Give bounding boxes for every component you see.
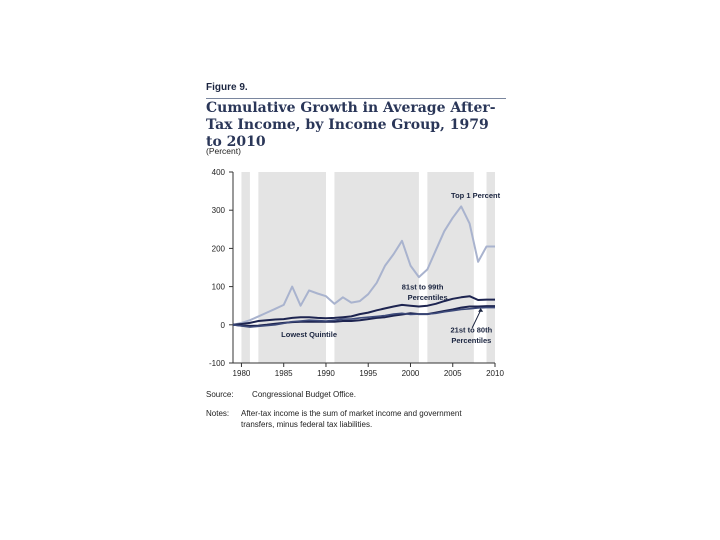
x-tick-label: 1985 bbox=[275, 369, 293, 378]
shaded-period-1 bbox=[258, 172, 326, 363]
y-tick-label: 100 bbox=[212, 283, 226, 292]
line-chart: -100 0 100 200 300 400 1980 1985 1990 1995 2000 200… bbox=[209, 168, 504, 378]
y-tick-label: 400 bbox=[212, 168, 226, 177]
y-tick-label: 300 bbox=[212, 206, 226, 215]
series-line-p81_99 bbox=[232, 295, 495, 326]
source-text: Congressional Budget Office. bbox=[252, 390, 356, 399]
series-label: 21st to 80th bbox=[450, 325, 492, 334]
notes-label: Notes: bbox=[206, 409, 230, 418]
y-tick-label: 200 bbox=[212, 244, 226, 253]
notes-text: After-tax income is the sum of market in… bbox=[241, 409, 462, 429]
source-line: Source: Congressional Budget Office. bbox=[206, 390, 356, 399]
x-tick-label: 2010 bbox=[486, 369, 504, 378]
series-label: Top 1 Percent bbox=[451, 191, 501, 200]
series-line-lowest bbox=[232, 306, 495, 328]
x-tick-label: 2005 bbox=[444, 369, 462, 378]
figure-label: Figure 9. bbox=[206, 82, 248, 93]
series-label: 81st to 99th bbox=[402, 282, 444, 291]
annotation-leader bbox=[471, 310, 482, 329]
shaded-period-2 bbox=[334, 172, 419, 363]
series-label: Percentiles bbox=[451, 336, 491, 345]
y-tick-label: 0 bbox=[221, 321, 226, 330]
x-tick-label: 1995 bbox=[359, 369, 377, 378]
x-tick-label: 2000 bbox=[402, 369, 420, 378]
chart-title: Cumulative Growth in Average After-Tax I… bbox=[206, 100, 496, 150]
series-line-p21_80 bbox=[232, 305, 495, 327]
y-unit-label: (Percent) bbox=[206, 146, 241, 156]
source-label: Source: bbox=[206, 390, 234, 399]
figure-panel: Figure 9. Cumulative Growth in Average A… bbox=[200, 80, 520, 440]
x-tick-label: 1990 bbox=[317, 369, 335, 378]
shaded-period-3 bbox=[427, 172, 474, 363]
series-label: Percentiles bbox=[408, 293, 448, 302]
y-tick-label: -100 bbox=[209, 359, 226, 368]
title-rule bbox=[206, 98, 506, 99]
series-line-top1 bbox=[232, 205, 495, 326]
series-label: Lowest Quintile bbox=[281, 330, 337, 339]
x-tick-label: 1980 bbox=[233, 369, 251, 378]
annotation-arrowhead bbox=[478, 307, 484, 312]
shaded-period-0 bbox=[241, 172, 250, 363]
shaded-period-4 bbox=[486, 172, 495, 363]
